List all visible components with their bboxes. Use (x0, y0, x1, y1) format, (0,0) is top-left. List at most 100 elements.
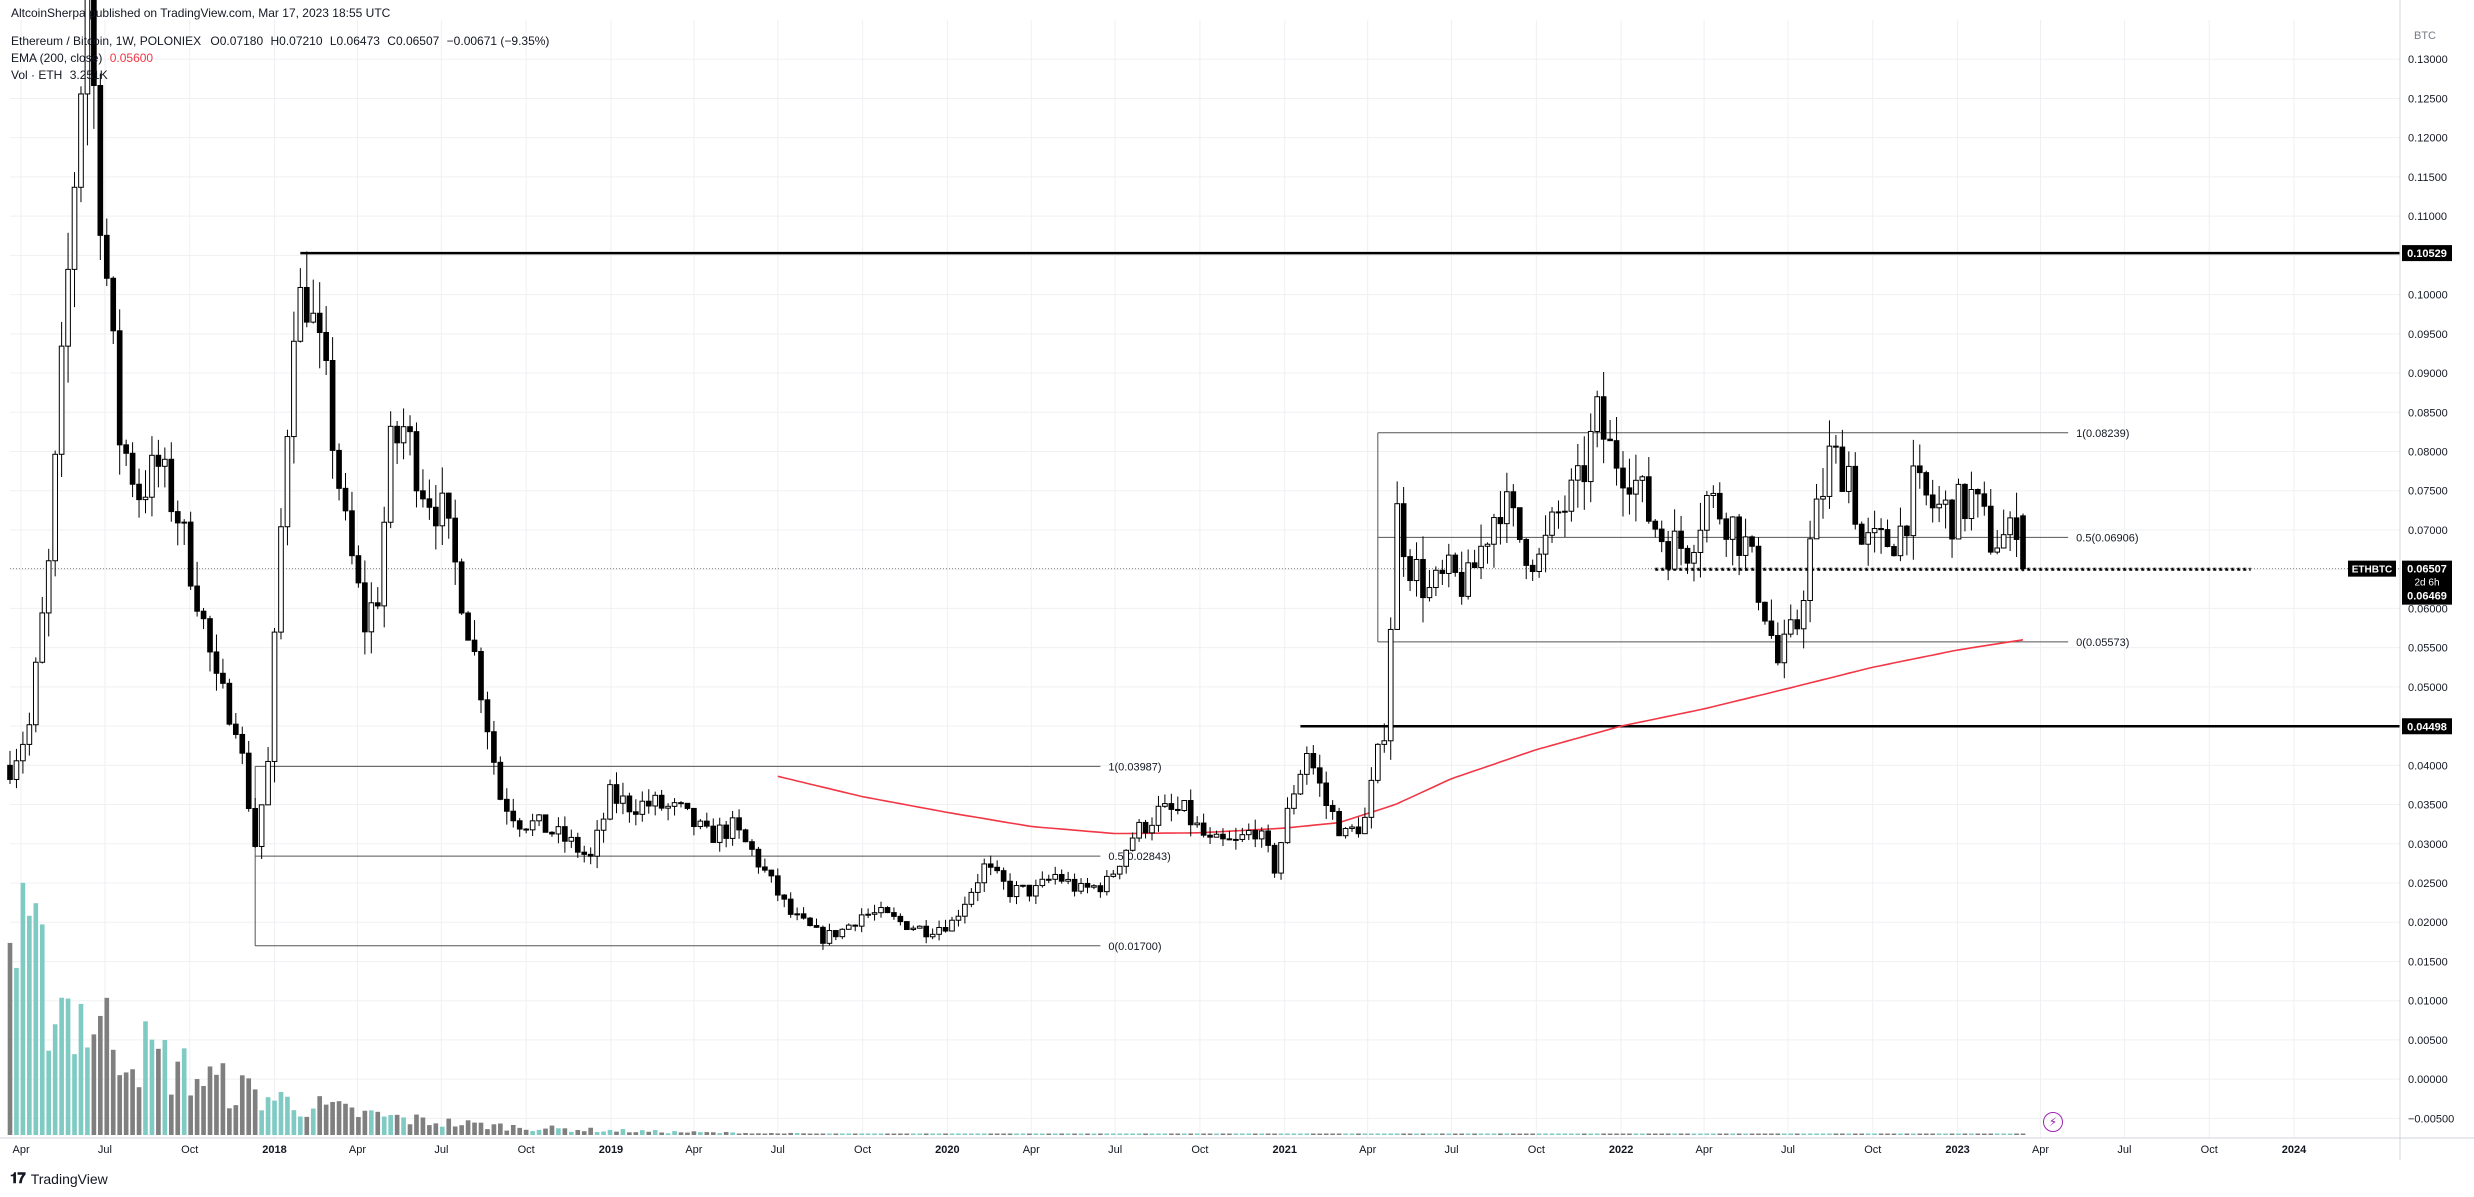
time-tick-label: 2019 (599, 1144, 623, 1156)
candle-body (45, 560, 52, 614)
candle-body (1368, 779, 1375, 818)
candle-body (265, 760, 271, 806)
time-tick-label: Apr (12, 1144, 29, 1156)
volume-bar (1220, 1133, 1226, 1135)
candle-body (407, 426, 413, 433)
volume-bar (517, 1127, 523, 1135)
volume-bar (427, 1125, 432, 1135)
candle-body (1207, 834, 1213, 838)
volume-bar (227, 1108, 232, 1135)
candle-body (510, 810, 517, 822)
candle-body (1923, 472, 1930, 496)
candle-body (542, 814, 549, 833)
candle-body (503, 798, 510, 812)
candle-body (452, 517, 459, 563)
candle-body (1755, 545, 1762, 603)
lightning-icon[interactable]: ⚡ (2043, 1112, 2063, 1132)
candle-body (587, 853, 594, 857)
volume-label: Vol · ETH (11, 68, 63, 82)
key-level-tag: 0.10529 (2407, 248, 2447, 260)
volume-bar (1162, 1133, 1168, 1135)
candle-body (1884, 529, 1891, 548)
time-tick-label: Apr (349, 1144, 366, 1156)
price-tick-label: 0.06000 (2408, 603, 2448, 615)
candle-body (1620, 467, 1626, 489)
volume-bar (1149, 1133, 1155, 1135)
volume-bar (736, 1133, 742, 1135)
candle-body (1445, 554, 1452, 574)
candle-body (1091, 885, 1097, 888)
publisher-byline: AltcoinSherpa published on TradingView.c… (11, 6, 391, 20)
candle-body (1994, 547, 2001, 553)
candle-body (433, 506, 439, 527)
candle-body (1200, 822, 1207, 836)
volume-bar (1027, 1133, 1032, 1135)
candle-body (1787, 619, 1794, 635)
volume-bar (1427, 1133, 1432, 1135)
candle-body (929, 933, 936, 938)
volume-bar (2020, 1133, 2026, 1135)
volume-bar (452, 1126, 458, 1135)
volume-bar (498, 1123, 503, 1135)
candle-body (1949, 499, 1955, 540)
candle-body (1800, 600, 1807, 630)
volume-bar (20, 882, 26, 1135)
price-tick-label: 0.12000 (2408, 133, 2448, 145)
volume-bar (1272, 1133, 1277, 1135)
candle-body (1833, 445, 1839, 448)
ema-legend[interactable]: EMA (200, close) 0.05600 (11, 50, 153, 67)
volume-bar (1536, 1133, 1542, 1135)
candle-body (678, 802, 684, 805)
tradingview-logo[interactable]: 𝟏𝟕 TradingView (10, 1170, 108, 1187)
volume-bar (633, 1132, 639, 1135)
volume-bar (265, 1097, 271, 1135)
candle-body (355, 555, 362, 584)
volume-bar (1723, 1133, 1729, 1135)
candle-body (1936, 503, 1942, 509)
candle-body (1226, 838, 1233, 841)
volume-bar (1730, 1133, 1736, 1135)
volume-bar (1188, 1133, 1194, 1135)
candle-body (1549, 511, 1555, 536)
volume-bar (117, 1075, 123, 1135)
volume-bar (1743, 1133, 1748, 1135)
volume-legend[interactable]: Vol · ETH 3.251K (11, 67, 108, 84)
candle-body (839, 928, 846, 938)
candle-body (142, 496, 149, 501)
volume-bar (936, 1133, 942, 1135)
candle-body (1104, 875, 1110, 893)
volume-bar (1052, 1133, 1058, 1135)
volume-bar (1433, 1133, 1439, 1135)
volume-bar (917, 1133, 923, 1135)
volume-bar (143, 1021, 148, 1135)
candle-body (297, 286, 304, 342)
candle-body (1297, 773, 1304, 795)
volume-bar (381, 1116, 387, 1135)
volume-bar (549, 1125, 555, 1135)
volume-bar (898, 1133, 903, 1135)
prev-price-value: 0.06469 (2407, 591, 2447, 603)
candle-body (7, 764, 13, 780)
volume-bar (1981, 1133, 1987, 1135)
candle-body (813, 925, 820, 928)
candle-body (794, 913, 800, 916)
time-tick-label: Oct (2201, 1144, 2218, 1156)
candle-body (1645, 476, 1652, 522)
candle-body (1633, 479, 1639, 495)
volume-bar (1523, 1133, 1529, 1135)
candle-body (1097, 885, 1104, 893)
candle-body (278, 526, 284, 633)
symbol-tag: ETHBTC (2352, 565, 2393, 576)
candle-body (1271, 844, 1278, 874)
candle-body (1607, 438, 1613, 442)
volume-bar (310, 1108, 316, 1135)
symbol-tag-bg (2348, 560, 2396, 577)
volume-bar (504, 1130, 510, 1135)
time-tick-label: Apr (1696, 1144, 1713, 1156)
candle-body (1258, 830, 1265, 840)
volume-bar (420, 1117, 426, 1135)
volume-bar (556, 1128, 561, 1135)
candle-body (916, 925, 923, 929)
candle-body (1045, 878, 1052, 881)
